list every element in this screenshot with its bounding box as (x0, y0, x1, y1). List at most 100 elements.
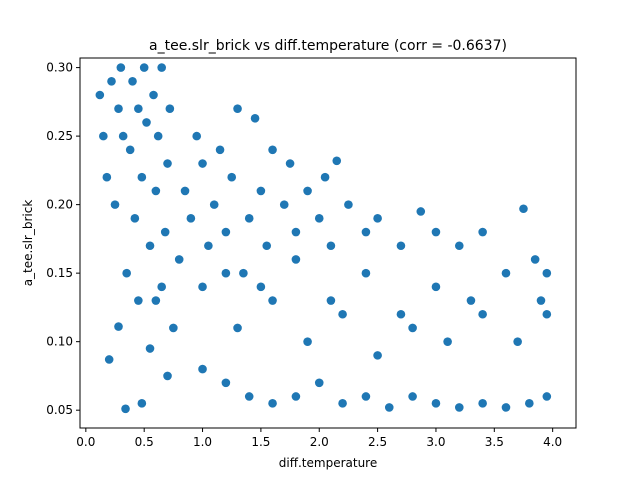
scatter-point (233, 323, 242, 333)
scatter-point (145, 241, 155, 251)
scatter-point (361, 392, 371, 401)
scatter-point (396, 309, 406, 319)
scatter-point (338, 309, 347, 319)
y-axis-ticks: 0.05 0.10 0.15 0.20 0.25 0.30 (46, 61, 80, 417)
scatter-point (466, 296, 476, 305)
scatter-point (107, 77, 116, 86)
x-tick-label: 3.5 (485, 435, 504, 449)
scatter-point (408, 323, 417, 333)
scatter-point (314, 378, 324, 388)
scatter-point (326, 241, 336, 251)
scatter-point (209, 200, 219, 209)
scatter-point (128, 77, 137, 86)
scatter-point (221, 227, 231, 237)
scatter-point (169, 323, 178, 333)
x-tick-label: 0.0 (76, 435, 95, 449)
points-layer (95, 63, 552, 414)
scatter-point (344, 200, 353, 209)
x-tick-label: 1.0 (193, 435, 212, 449)
scatter-point (519, 204, 528, 214)
scatter-point (180, 186, 190, 196)
scatter-point (157, 282, 166, 292)
scatter-point (134, 104, 143, 113)
x-tick-label: 1.5 (251, 435, 270, 449)
scatter-point (153, 131, 163, 141)
scatter-point (361, 227, 371, 237)
scatter-point (99, 131, 108, 141)
scatter-point (250, 114, 260, 123)
scatter-point (268, 296, 277, 305)
scatter-point (291, 392, 301, 401)
scatter-point (221, 378, 231, 388)
scatter-point (215, 145, 225, 155)
scatter-point (478, 309, 487, 319)
scatter-point (165, 104, 175, 113)
scatter-point (478, 227, 487, 237)
scatter-point (454, 241, 464, 251)
scatter-point (163, 159, 172, 168)
scatter-point (279, 200, 289, 209)
y-tick-label: 0.25 (46, 129, 73, 143)
scatter-point (137, 399, 147, 408)
scatter-point (536, 296, 546, 305)
scatter-point (314, 214, 324, 223)
scatter-point (121, 404, 130, 414)
scatter-point (174, 255, 184, 264)
scatter-point (163, 371, 172, 381)
scatter-point (262, 241, 272, 251)
scatter-point (102, 172, 112, 182)
scatter-point (501, 268, 511, 278)
scatter-point (192, 131, 202, 141)
scatter-point (122, 268, 131, 278)
scatter-point (320, 172, 330, 182)
scatter-point (431, 399, 441, 408)
scatter-point (303, 337, 312, 346)
y-tick-label: 0.30 (46, 61, 73, 75)
scatter-point (443, 337, 452, 346)
scatter-point (125, 145, 135, 155)
scatter-point (332, 156, 342, 166)
scatter-point (160, 227, 170, 237)
scatter-point (233, 104, 242, 113)
scatter-point (268, 399, 277, 408)
scatter-point (198, 282, 207, 292)
scatter-point (478, 399, 487, 408)
x-tick-label: 3.0 (426, 435, 445, 449)
scatter-point (256, 282, 266, 292)
scatter-point (149, 90, 158, 100)
scatter-point (118, 131, 128, 141)
scatter-point (198, 159, 207, 168)
x-tick-label: 2.0 (310, 435, 329, 449)
x-tick-label: 2.5 (368, 435, 387, 449)
scatter-point (198, 364, 207, 374)
scatter-point (244, 392, 254, 401)
scatter-point (530, 255, 540, 264)
scatter-point (542, 268, 552, 278)
scatter-point (139, 63, 149, 72)
scatter-point (542, 309, 552, 319)
scatter-point (137, 172, 147, 182)
scatter-point (221, 268, 231, 278)
scatter-point (227, 172, 237, 182)
scatter-point (114, 104, 123, 113)
scatter-point (373, 214, 382, 223)
scatter-point (291, 227, 301, 237)
scatter-point (361, 268, 371, 278)
y-axis-label: a_tee.slr_brick (21, 200, 35, 287)
scatter-point (104, 355, 114, 364)
scatter-point (186, 214, 196, 223)
scatter-point (151, 296, 161, 305)
scatter-point (396, 241, 406, 251)
scatter-point (384, 403, 394, 412)
scatter-point (303, 186, 312, 196)
scatter-point (157, 63, 166, 72)
scatter-point (525, 399, 534, 408)
scatter-point (416, 207, 426, 216)
scatter-point (408, 392, 417, 401)
scatter-point (244, 214, 254, 223)
scatter-point (513, 337, 522, 346)
scatter-point (142, 118, 151, 127)
